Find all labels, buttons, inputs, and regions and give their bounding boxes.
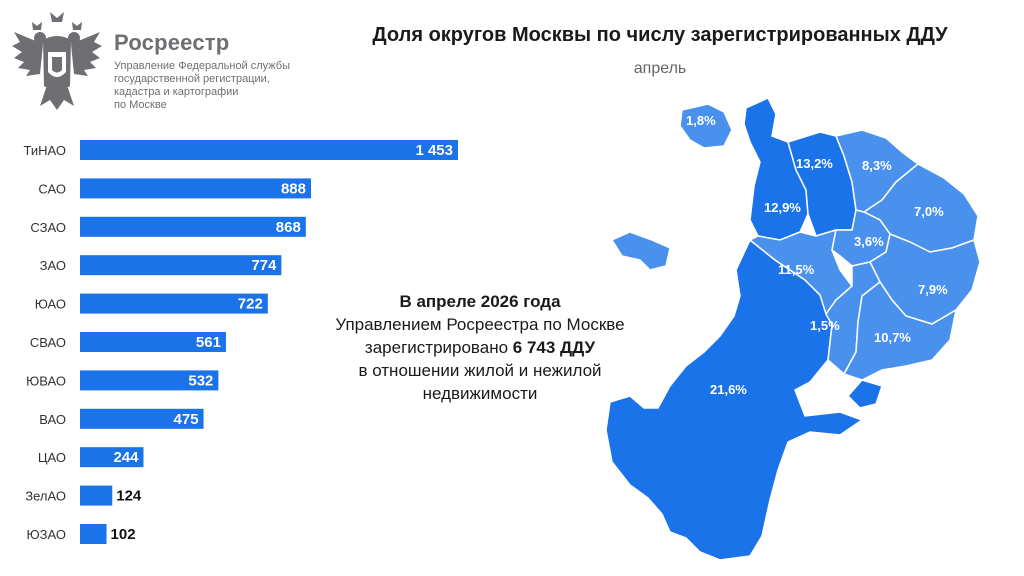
map-district-zelao — [679, 103, 733, 149]
department-line: Управление Федеральной службы — [114, 60, 290, 72]
map-label-svao: 8,3% — [862, 158, 892, 173]
department-line: государственной регистрации, — [114, 73, 270, 85]
bar — [80, 524, 107, 544]
bar — [80, 140, 458, 160]
bar — [80, 485, 113, 506]
bar — [80, 408, 204, 429]
chart-title: Доля округов Москвы по числу зарегистрир… — [372, 24, 948, 46]
data-label: 868 — [276, 219, 301, 236]
bar — [80, 370, 219, 391]
department-line: по Москве — [114, 99, 167, 111]
department-name: Управление Федеральной службы государств… — [114, 60, 314, 112]
bar — [80, 293, 268, 314]
category-label: ЮАО — [35, 297, 66, 312]
map-district-yuao — [842, 280, 958, 381]
data-label: 774 — [251, 257, 277, 274]
note-total-count: 6 743 ДДУ — [512, 338, 596, 357]
note-line: Управлением Росреестра по Москве — [335, 315, 625, 334]
map-district-tinao — [605, 238, 864, 561]
map-exclave-southeast — [846, 379, 883, 409]
note-text: зарегистрировано — [364, 338, 513, 357]
bar — [80, 332, 226, 352]
data-label: 722 — [238, 296, 263, 313]
map-exclave-west — [610, 231, 671, 271]
category-label: ЮЗАО — [27, 527, 66, 542]
map-label-yuvao: 7,9% — [918, 282, 948, 297]
map-label-yuzao: 1,5% — [810, 318, 840, 333]
brand-name: Росреестр — [114, 30, 230, 55]
category-label: ЗелАО — [25, 489, 66, 504]
data-label: 1 453 — [415, 142, 453, 159]
data-label: 124 — [116, 488, 142, 505]
data-label: 561 — [196, 334, 221, 351]
map-label-zelao: 1,8% — [686, 113, 716, 128]
rosreestr-logo: Росреестр Управление Федеральной службы … — [10, 10, 310, 120]
note-line: зарегистрировано 6 743 ДДУ — [300, 336, 660, 359]
category-label: ЮВАО — [26, 373, 66, 388]
category-label: ЗАО — [40, 258, 66, 273]
double-headed-eagle-emblem-icon — [12, 12, 102, 110]
data-label: 244 — [113, 449, 139, 466]
bar — [80, 216, 306, 237]
map-label-tinao: 21,6% — [710, 382, 747, 397]
data-label: 888 — [281, 180, 306, 197]
category-label: ЦАО — [38, 450, 66, 465]
map-label-szao: 12,9% — [764, 200, 801, 215]
summary-note: В апреле 2026 года Управлением Росреестр… — [300, 290, 660, 405]
moscow-districts-map: 1,8% 13,2% 8,3% 12,9% 7,0% 3,6% 11,5% 7,… — [605, 97, 981, 561]
bar — [80, 178, 312, 199]
category-label: СЗАО — [30, 220, 66, 235]
department-line: кадастра и картографии — [114, 86, 239, 98]
map-label-vao: 7,0% — [914, 204, 944, 219]
bar — [80, 255, 282, 276]
map-label-zao: 11,5% — [778, 262, 815, 277]
note-line: в отношении жилой и нежилой — [358, 361, 602, 380]
category-label: САО — [38, 181, 66, 196]
chart-subtitle: апрель — [633, 60, 687, 77]
note-line: В апреле 2026 года — [399, 292, 561, 311]
category-label: СВАО — [30, 335, 66, 350]
map-label-cao: 3,6% — [854, 234, 884, 249]
note-line: недвижимости — [422, 384, 538, 403]
bar — [80, 447, 144, 468]
bar-chart: ТиНАО 1 453 САО 888 СЗАО 868 ЗАО 774 ЮАО 722 СВАО 5… — [23, 140, 458, 544]
map-label-sao: 13,2% — [796, 156, 833, 171]
map-label-yuao: 10,7% — [874, 330, 911, 345]
data-label: 102 — [111, 526, 136, 543]
category-label: ВАО — [39, 412, 66, 427]
category-label: ТиНАО — [23, 143, 66, 158]
data-label: 532 — [188, 372, 213, 389]
data-label: 475 — [174, 411, 199, 428]
